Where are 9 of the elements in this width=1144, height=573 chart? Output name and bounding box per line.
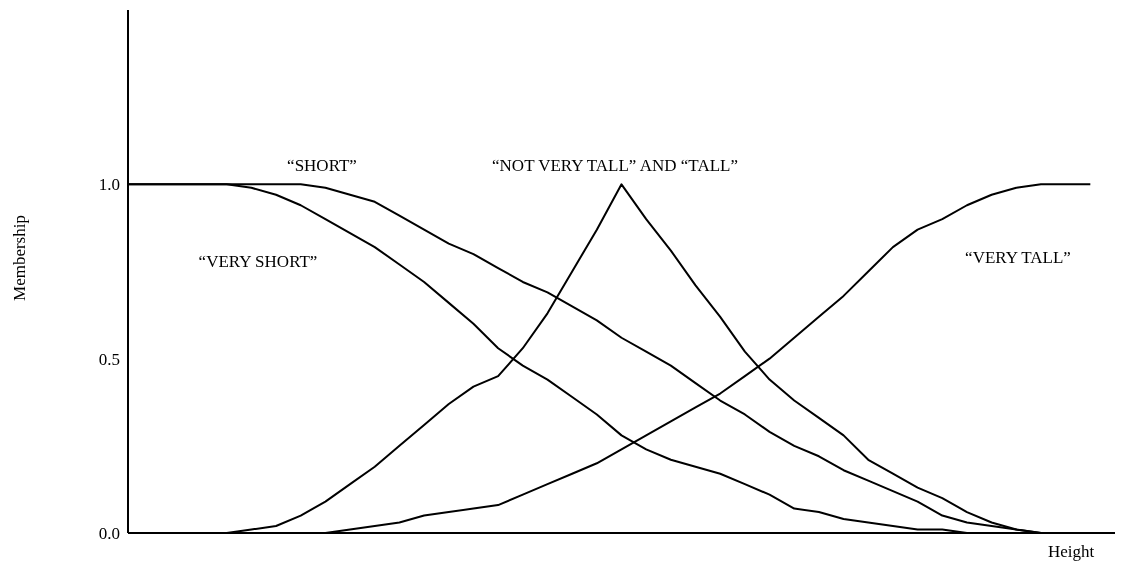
series-label: “SHORT” — [287, 156, 357, 176]
y-tick-label: 0.0 — [98, 524, 120, 544]
y-tick-label: 1.0 — [98, 175, 120, 195]
x-axis-title: Height — [1048, 542, 1095, 562]
series-label: “NOT VERY TALL” AND “TALL” — [492, 156, 738, 176]
y-axis-title: Membership — [10, 215, 30, 301]
series-label: “VERY SHORT” — [198, 252, 318, 272]
y-tick-label: 0.5 — [98, 349, 120, 369]
text: “VERY TALL” — [965, 248, 1071, 268]
